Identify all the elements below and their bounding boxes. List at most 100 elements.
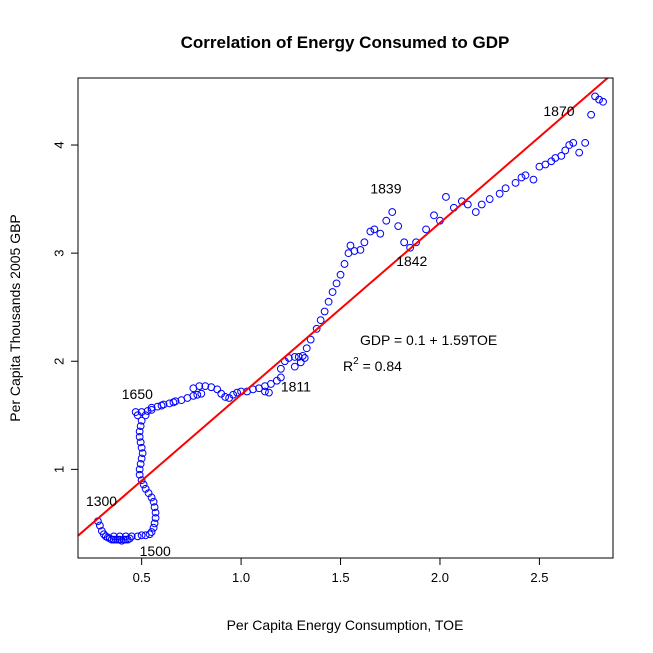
data-point <box>557 151 566 160</box>
data-point <box>261 387 269 396</box>
data-point <box>136 460 145 468</box>
data-point <box>302 344 311 353</box>
data-point <box>139 480 148 489</box>
data-point <box>340 260 349 268</box>
x-axis-label: Per Capita Energy Consumption, TOE <box>227 617 464 633</box>
annotations: 1300 1500 1650 1811 1839 1842 1870 <box>86 103 575 559</box>
data-point <box>366 227 375 236</box>
data-point <box>276 373 285 382</box>
r-squared-label: R2 = 0.84 <box>343 356 402 374</box>
data-point <box>151 508 160 517</box>
data-point <box>233 388 242 397</box>
data-point <box>595 95 603 104</box>
data-point <box>370 225 379 234</box>
data-point <box>136 422 145 431</box>
data-point <box>221 393 230 401</box>
data-point <box>328 288 337 296</box>
data-point <box>312 324 321 333</box>
year-annotation: 1870 <box>543 103 574 119</box>
data-point <box>195 382 204 391</box>
data-point <box>406 243 415 252</box>
data-point <box>149 523 158 532</box>
y-tick-label: 3 <box>51 250 66 257</box>
data-point <box>145 530 154 539</box>
chart-title: Correlation of Energy Consumed to GDP <box>181 33 510 52</box>
data-point <box>575 148 584 157</box>
data-point <box>422 225 430 234</box>
y-axis: 1 2 3 4 <box>51 141 78 473</box>
data-point <box>137 531 146 540</box>
data-point <box>213 385 222 394</box>
data-point <box>137 443 146 452</box>
data-point <box>324 297 333 306</box>
data-point <box>517 173 526 182</box>
data-point <box>135 470 144 479</box>
data-point <box>382 216 391 225</box>
y-tick-label: 1 <box>51 466 66 473</box>
year-annotation: 1811 <box>281 379 311 395</box>
data-point <box>388 208 397 216</box>
data-point <box>141 484 150 493</box>
x-tick-label: 0.5 <box>133 570 151 585</box>
data-point <box>267 380 275 388</box>
data-point <box>332 279 341 288</box>
year-annotation: 1300 <box>86 493 117 509</box>
data-point <box>135 465 144 474</box>
data-point <box>109 532 118 541</box>
data-point <box>430 211 438 220</box>
data-point <box>296 358 305 367</box>
data-point <box>197 389 206 398</box>
data-point <box>141 531 150 540</box>
data-point <box>336 270 345 279</box>
data-point <box>189 391 198 400</box>
data-point <box>150 503 159 512</box>
data-point <box>101 532 110 541</box>
data-point <box>157 401 166 410</box>
r-squared-value: = 0.84 <box>359 358 402 374</box>
data-point <box>201 382 210 391</box>
x-tick-label: 1.0 <box>232 570 250 585</box>
data-point <box>485 195 494 203</box>
data-point <box>265 388 273 397</box>
year-annotation: 1650 <box>122 386 153 402</box>
r-squared-exponent: 2 <box>353 356 359 367</box>
data-point <box>356 245 365 254</box>
data-point <box>151 514 160 522</box>
data-point <box>249 385 257 394</box>
data-point <box>121 535 130 544</box>
data-point <box>193 390 202 399</box>
fit-line <box>78 78 610 537</box>
data-point <box>350 247 359 255</box>
data-point <box>131 408 140 416</box>
data-point <box>137 416 146 425</box>
data-point <box>376 229 385 238</box>
data-point <box>147 528 156 536</box>
data-point <box>521 171 530 180</box>
data-point <box>136 438 145 447</box>
data-point <box>138 449 147 458</box>
data-point <box>290 362 299 371</box>
fit-layer <box>78 78 610 537</box>
data-point <box>135 427 144 436</box>
data-point <box>125 534 134 543</box>
data-point <box>127 532 136 541</box>
data-point <box>147 405 156 414</box>
data-point <box>394 222 403 231</box>
data-point <box>569 138 578 147</box>
data-point <box>442 193 450 201</box>
data-point <box>121 532 130 541</box>
data-point <box>412 238 421 247</box>
data-point <box>169 398 178 407</box>
data-point <box>599 97 607 106</box>
data-point <box>137 454 146 463</box>
data-point <box>495 189 504 198</box>
data-point <box>149 497 158 506</box>
x-tick-label: 2.0 <box>431 570 449 585</box>
data-point <box>229 390 238 399</box>
data-point <box>471 208 480 216</box>
data-point <box>561 146 570 155</box>
y-tick-label: 2 <box>51 358 66 365</box>
data-point <box>276 364 285 373</box>
equation-label: GDP = 0.1 + 1.59TOE <box>360 332 497 348</box>
